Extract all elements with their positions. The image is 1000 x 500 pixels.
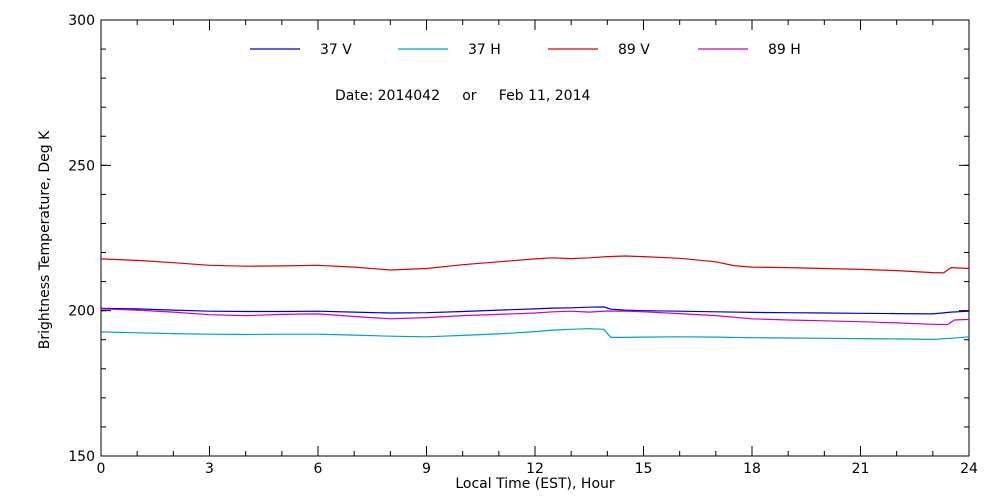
x-tick-label: 12 (526, 461, 544, 477)
series-line-89-h (100, 308, 970, 326)
y-tick-label: 200 (68, 304, 95, 320)
series-lines (100, 255, 970, 341)
x-tick-label: 3 (205, 461, 214, 477)
x-tick-label: 6 (314, 461, 323, 477)
y-axis-label: Brightness Temperature, Deg K (37, 130, 53, 349)
x-tick-label: 15 (635, 461, 653, 477)
plot-frame (100, 19, 970, 457)
date-annotation: Date: 2014042 or Feb 11, 2014 (335, 88, 590, 104)
y-tick-label: 250 (68, 158, 95, 174)
minor-ticks (100, 19, 970, 457)
legend-label-89-h: 89 H (768, 42, 801, 58)
x-tick-label: 9 (422, 461, 431, 477)
x-tick-label: 18 (743, 461, 761, 477)
x-axis-label: Local Time (EST), Hour (455, 476, 615, 492)
series-line-89-v (100, 255, 970, 274)
series-line-37-v (100, 306, 970, 315)
y-tick-labels: 150 200 250 300 (68, 13, 95, 465)
legend-label-37-h: 37 H (468, 42, 501, 58)
x-tick-labels: 0 3 6 9 12 15 18 21 24 (97, 461, 978, 477)
legend-label-89-v: 89 V (618, 42, 650, 58)
series-line-37-h (100, 328, 970, 341)
legend-label-37-v: 37 V (320, 42, 352, 58)
x-tick-label: 0 (97, 461, 106, 477)
major-ticks (100, 19, 970, 457)
x-tick-label: 24 (960, 461, 978, 477)
y-tick-label: 150 (68, 449, 95, 465)
y-tick-label: 300 (68, 13, 95, 29)
x-tick-label: 21 (852, 461, 870, 477)
legend: 37 V 37 H 89 V 89 H (250, 42, 801, 58)
